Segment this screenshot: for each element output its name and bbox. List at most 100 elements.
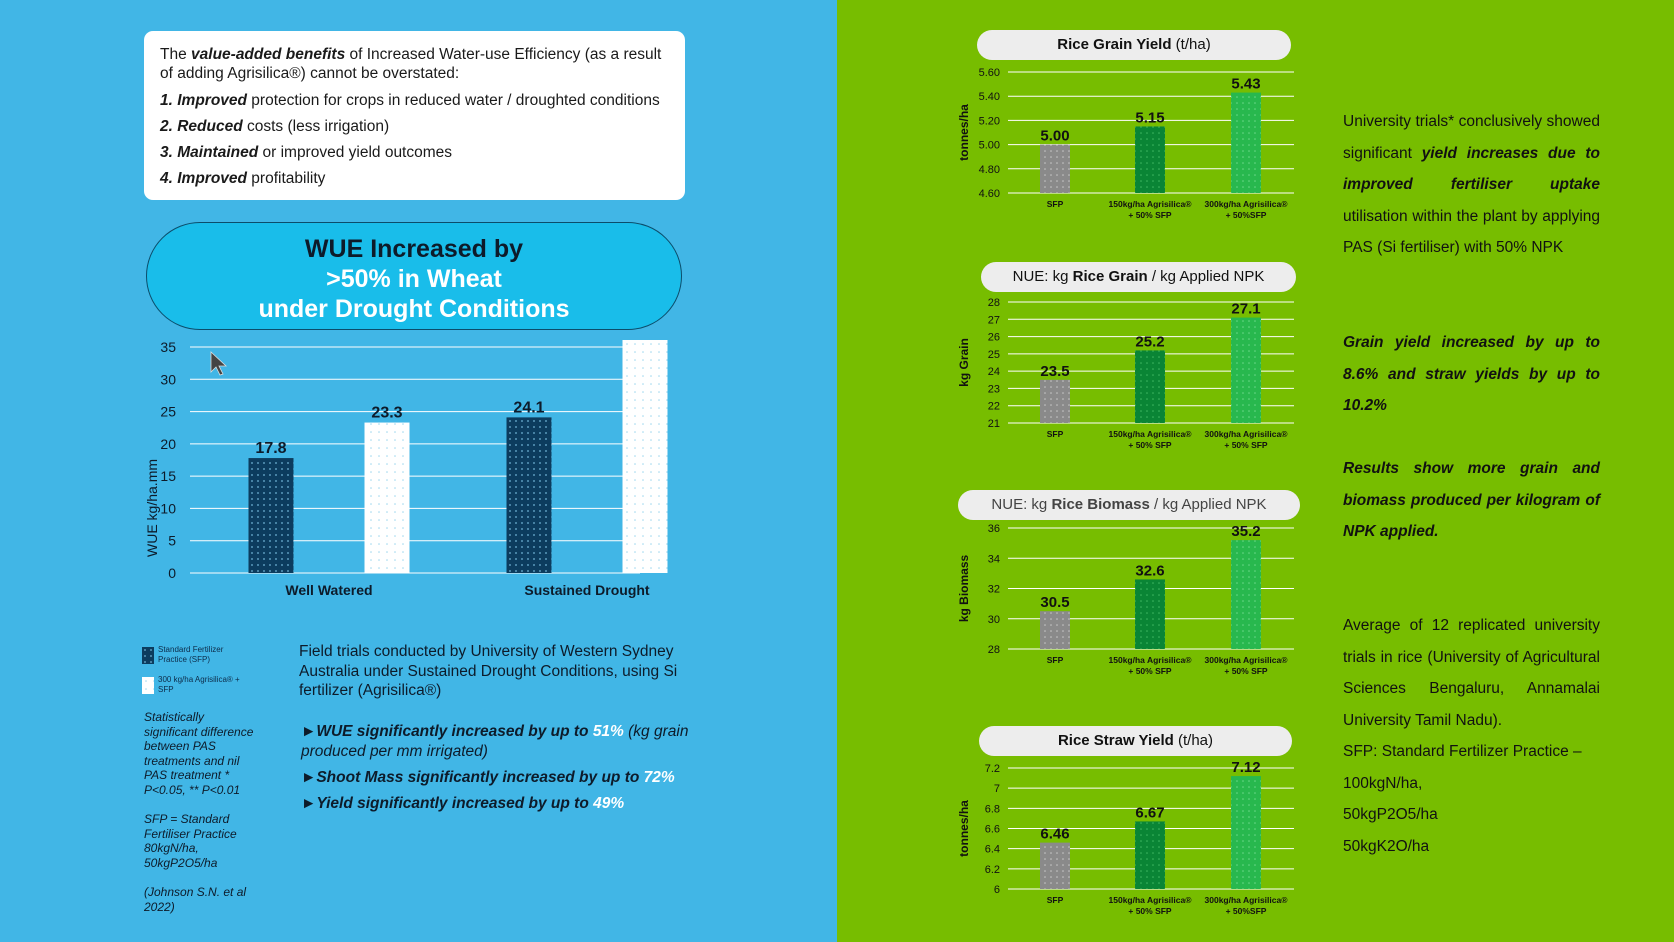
y-axis-label: kg Biomass bbox=[957, 554, 971, 622]
x-tick-label: SFP bbox=[1047, 655, 1064, 665]
x-tick-label: + 50% SFP bbox=[1128, 210, 1172, 220]
university-trials-text: University trials* conclusively showed s… bbox=[1343, 113, 1600, 256]
x-tick-label: 150kg/ha Agrisilica® bbox=[1109, 895, 1193, 905]
bar bbox=[506, 417, 552, 573]
intro-item: 4. Improved profitability bbox=[160, 170, 326, 187]
x-tick-label: SFP bbox=[1047, 429, 1064, 439]
intro-item: 1. Improved protection for crops in redu… bbox=[160, 92, 660, 109]
y-tick-label: 7 bbox=[994, 783, 1000, 795]
bullet-shoot-mass: ►Shoot Mass significantly increased by u… bbox=[301, 769, 675, 786]
y-tick-label: 36 bbox=[988, 523, 1000, 535]
y-tick-label: 26 bbox=[988, 332, 1000, 344]
x-tick-label: Well Watered bbox=[285, 582, 372, 598]
x-tick-label: SFP bbox=[1047, 895, 1064, 905]
bar bbox=[1135, 821, 1165, 889]
legend-swatch bbox=[142, 647, 154, 664]
bar bbox=[1231, 776, 1261, 889]
data-label: 5.43 bbox=[1231, 76, 1260, 93]
bar bbox=[364, 422, 410, 573]
y-tick-label: 5 bbox=[168, 533, 176, 549]
chart-title-nue-biomass: NUE: kg Rice Biomass / kg Applied NPK bbox=[958, 490, 1300, 520]
bar bbox=[1135, 350, 1165, 423]
y-tick-label: 6 bbox=[994, 884, 1000, 896]
y-tick-label: 5.40 bbox=[979, 91, 1000, 103]
banner-line-2: >50% in Wheat bbox=[326, 265, 502, 293]
x-tick-label: + 50%SFP bbox=[1226, 210, 1267, 220]
bar bbox=[1040, 144, 1070, 193]
y-tick-label: 32 bbox=[988, 584, 1000, 596]
data-label: 17.8 bbox=[255, 440, 286, 457]
y-tick-label: 10 bbox=[160, 500, 176, 516]
x-tick-label: 300kg/ha Agrisilica® bbox=[1205, 199, 1289, 209]
y-axis-label: tonnes/ha bbox=[957, 104, 971, 161]
x-tick-label: 300kg/ha Agrisilica® bbox=[1205, 429, 1289, 439]
mouse-cursor-icon bbox=[210, 351, 228, 376]
data-label: 5.00 bbox=[1040, 128, 1069, 145]
x-tick-label: 150kg/ha Agrisilica® bbox=[1109, 429, 1193, 439]
intro-item: 3. Maintained or improved yield outcomes bbox=[160, 144, 453, 161]
y-tick-label: 21 bbox=[988, 418, 1000, 430]
y-tick-label: 24 bbox=[988, 366, 1000, 378]
x-tick-label: 300kg/ha Agrisilica® bbox=[1205, 895, 1289, 905]
chart-title-nue-grain: NUE: kg Rice Grain / kg Applied NPK bbox=[981, 262, 1296, 292]
data-label: 25.2 bbox=[1135, 333, 1164, 350]
data-label: 27.1 bbox=[1231, 301, 1260, 318]
y-tick-label: 0 bbox=[168, 565, 176, 581]
sfp-definition-text: SFP: Standard Fertilizer Practice – 100k… bbox=[1343, 743, 1582, 855]
banner-line-1: WUE Increased by bbox=[304, 235, 524, 263]
y-tick-label: 6.6 bbox=[985, 824, 1000, 836]
reference-note: (Johnson S.N. et al 2022) bbox=[144, 885, 247, 914]
x-tick-label: + 50% SFP bbox=[1224, 666, 1268, 676]
data-label: 24.1 bbox=[513, 399, 544, 416]
y-tick-label: 7.2 bbox=[985, 763, 1000, 775]
y-tick-label: 5.00 bbox=[979, 140, 1000, 152]
y-axis-label: WUE kg/ha.mm bbox=[144, 459, 160, 557]
bar bbox=[248, 458, 294, 573]
legend-swatch bbox=[142, 677, 154, 694]
y-tick-label: 23 bbox=[988, 383, 1000, 395]
grain-yield-text: Grain yield increased by up to 8.6% and … bbox=[1343, 334, 1600, 414]
intro-text: The value-added benefits of Increased Wa… bbox=[160, 46, 662, 82]
chart-title-straw-yield: Rice Straw Yield (t/ha) bbox=[979, 726, 1292, 756]
chart-nue-grain: 21 22 23 24 25 26 27 28 kg Grain 23.5 SFP 25.2 150kg… bbox=[957, 297, 1294, 450]
y-tick-label: 20 bbox=[160, 436, 176, 452]
y-tick-label: 5.60 bbox=[979, 67, 1000, 79]
chart-nue-biomass: 28 30 32 34 36 kg Biomass 30.5 SFP 32.6 150kg/ha … bbox=[957, 523, 1294, 676]
bar bbox=[1135, 579, 1165, 649]
sfp-note: SFP = Standard Fertiliser Practice 80kgN… bbox=[144, 812, 237, 870]
y-tick-label: 15 bbox=[160, 468, 176, 484]
y-tick-label: 25 bbox=[988, 349, 1000, 361]
y-tick-label: 4.60 bbox=[979, 188, 1000, 200]
y-tick-label: 27 bbox=[988, 314, 1000, 326]
y-tick-label: 6.2 bbox=[985, 864, 1000, 876]
y-tick-label: 6.4 bbox=[985, 844, 1000, 856]
y-tick-label: 30 bbox=[988, 614, 1000, 626]
x-tick-label: 150kg/ha Agrisilica® bbox=[1109, 199, 1193, 209]
bar bbox=[1231, 540, 1261, 649]
intro-item: 2. Reduced costs (less irrigation) bbox=[160, 118, 390, 135]
data-label: 5.15 bbox=[1135, 109, 1164, 126]
chart-title-grain-yield: Rice Grain Yield (t/ha) bbox=[977, 30, 1291, 60]
x-tick-label: + 50%SFP bbox=[1226, 906, 1267, 916]
data-label: 32.6 bbox=[1135, 562, 1164, 579]
y-tick-label: 4.80 bbox=[979, 164, 1000, 176]
x-tick-label: Sustained Drought bbox=[524, 582, 650, 598]
stats-note: Statistically significant difference bet… bbox=[144, 710, 254, 797]
data-label: 6.67 bbox=[1135, 804, 1164, 821]
bar bbox=[1231, 92, 1261, 193]
chart-straw-yield: 6 6.2 6.4 6.6 6.8 7 7.2 tonnes/ha 6.46 SFP 6.67 150… bbox=[957, 760, 1294, 916]
y-tick-label: 6.8 bbox=[985, 803, 1000, 815]
data-label: 6.46 bbox=[1040, 826, 1069, 843]
x-tick-label: 150kg/ha Agrisilica® bbox=[1109, 655, 1193, 665]
y-tick-label: 25 bbox=[160, 404, 176, 420]
y-tick-label: 30 bbox=[160, 371, 176, 387]
bullet-yield: ►Yield significantly increased by up to … bbox=[301, 795, 625, 812]
y-axis-label: kg Grain bbox=[957, 338, 971, 387]
y-tick-label: 28 bbox=[988, 644, 1000, 656]
average-trials-text: Average of 12 replicated university tria… bbox=[1343, 617, 1600, 729]
bar bbox=[622, 340, 668, 573]
data-label: 30.5 bbox=[1040, 594, 1069, 611]
data-label: 7.12 bbox=[1231, 760, 1260, 776]
chart-grain-yield: 4.60 4.80 5.00 5.20 5.40 5.60 tonnes/ha 5.00 SFP… bbox=[957, 67, 1294, 220]
intro-box: The value-added benefits of Increased Wa… bbox=[144, 31, 685, 200]
